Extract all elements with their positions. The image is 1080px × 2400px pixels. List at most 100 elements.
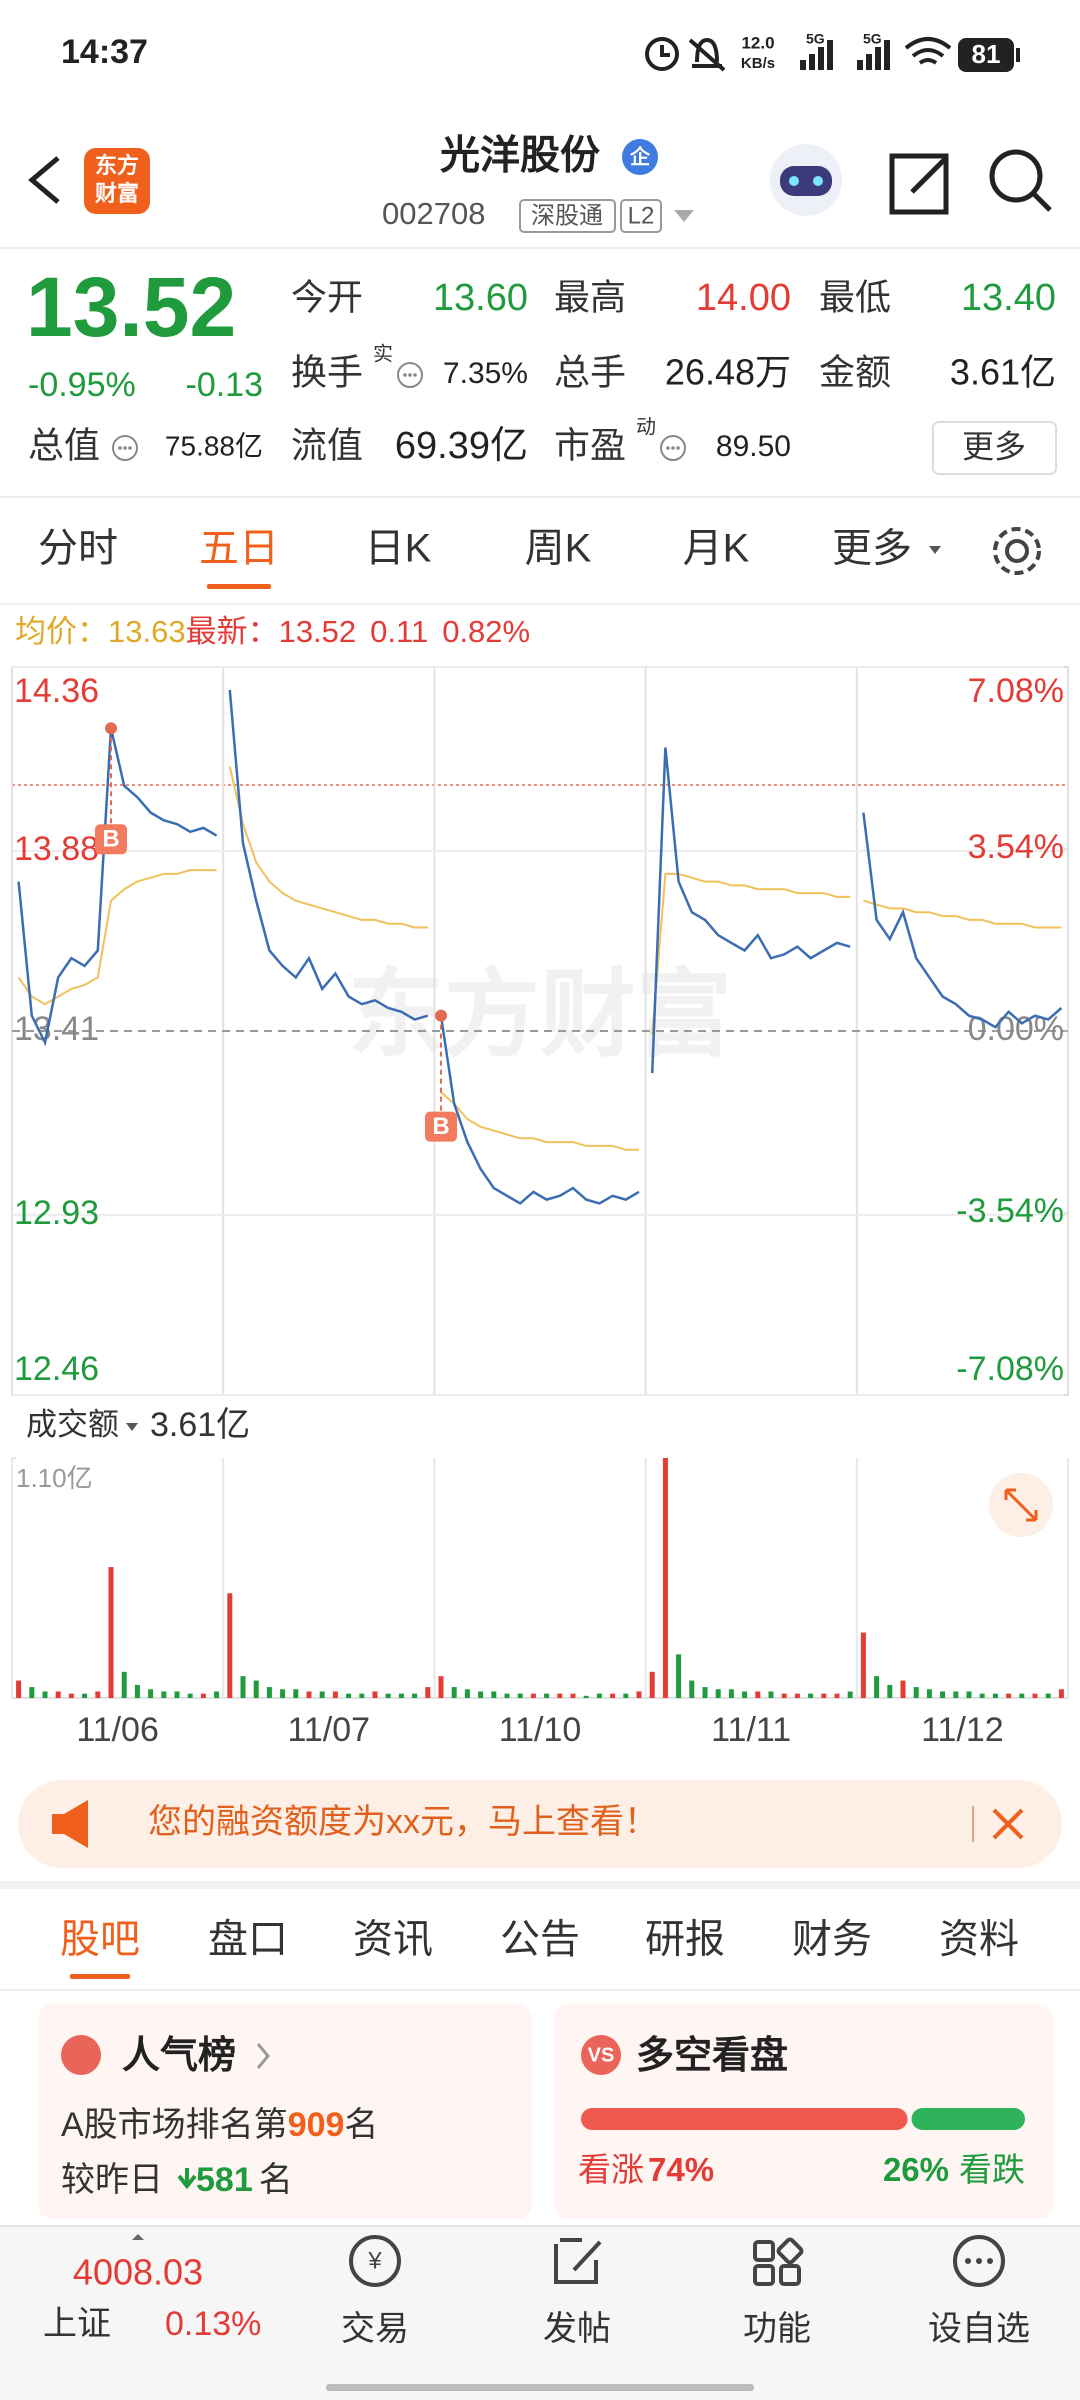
buy-marker-box: [425, 1111, 457, 1142]
volume-bar: [95, 1691, 101, 1698]
y2-tick-label: 0.00%: [968, 1010, 1064, 1048]
x-tick-label: 11/12: [921, 1711, 1004, 1749]
more-button[interactable]: [932, 421, 1057, 475]
nav-item[interactable]: 设自选: [928, 2310, 1030, 2348]
info-dot: [403, 373, 407, 377]
volume-bar: [42, 1691, 48, 1698]
section-tab[interactable]: 股吧: [60, 1918, 140, 1962]
tab-dropdown: [929, 546, 941, 554]
volume-bar: [266, 1687, 272, 1698]
volume-bar: [794, 1693, 800, 1698]
rank-prefix: A股市场排名第: [61, 2106, 288, 2144]
card-title: 人气榜: [122, 2035, 236, 2077]
price-line: [17, 728, 218, 1047]
volume-bar: [121, 1671, 127, 1698]
avg-line: [440, 1091, 639, 1151]
price-line: [862, 812, 1063, 1029]
nav-item[interactable]: 发帖: [543, 2310, 611, 2348]
info-icon: [112, 435, 138, 461]
info-icon: [397, 362, 423, 388]
rank: 909: [288, 2106, 345, 2144]
section-tab[interactable]: 盘口: [208, 1918, 288, 1962]
sentiment-icon: [581, 2035, 621, 2075]
change-pct: -0.95%: [28, 366, 136, 404]
volume-bar: [134, 1684, 140, 1698]
search-icon[interactable]: [989, 149, 1052, 212]
index-toggle[interactable]: [132, 2234, 144, 2240]
tab[interactable]: 日K: [365, 527, 432, 571]
volume-bar: [887, 1684, 893, 1698]
close-button[interactable]: [992, 1808, 1024, 1840]
volume-bar: [227, 1593, 233, 1698]
volume-bar: [319, 1691, 325, 1698]
back-button[interactable]: [28, 156, 60, 204]
volume-bar: [174, 1691, 180, 1698]
volume-bar: [385, 1693, 391, 1698]
dropdown-arrow[interactable]: [674, 210, 694, 222]
status-icons: [645, 37, 1020, 72]
tab[interactable]: 更多: [832, 527, 912, 571]
volume-bar: [544, 1693, 550, 1698]
tag: 深股通: [531, 202, 603, 229]
nav-item[interactable]: 功能: [743, 2310, 811, 2348]
settings-icon[interactable]: [993, 527, 1041, 575]
stat-value: 26.48万: [665, 352, 791, 393]
volume-bar: [280, 1689, 286, 1698]
volume-bar: [636, 1691, 642, 1698]
buy-marker-box: [95, 824, 127, 855]
popularity-icon: [61, 2035, 101, 2075]
rank-suffix: 名: [344, 2106, 378, 2144]
section-tab[interactable]: 资讯: [353, 1918, 433, 1962]
tab[interactable]: 周K: [525, 527, 592, 571]
section-tab[interactable]: 公告: [500, 1918, 580, 1962]
volume-bar: [517, 1693, 523, 1698]
tab[interactable]: 月K: [683, 527, 750, 571]
volume-bar: [742, 1691, 748, 1698]
volume-bar: [464, 1689, 470, 1698]
home-indicator: [326, 2384, 754, 2391]
stat-label: 最低: [819, 277, 891, 318]
bear-bar: [911, 2108, 1025, 2130]
legend-change: 0.11: [370, 614, 428, 649]
x-tick-label: 11/07: [288, 1711, 371, 1749]
volume-bar: [108, 1567, 114, 1698]
net-unit: KB/s: [741, 55, 775, 72]
volume-bar: [649, 1671, 655, 1698]
volume-bar: [689, 1680, 695, 1698]
share-icon[interactable]: [889, 153, 949, 215]
app-logo[interactable]: [84, 148, 150, 214]
stat-sup: 动: [636, 415, 656, 438]
volume-bar: [359, 1693, 365, 1698]
popularity-card[interactable]: [38, 2004, 532, 2219]
info-dot: [676, 446, 680, 450]
bull-bar: [581, 2108, 908, 2130]
expand-button[interactable]: [989, 1473, 1053, 1537]
logo-text: 财富: [95, 181, 139, 206]
info-dot: [413, 373, 417, 377]
tab[interactable]: 五日: [199, 527, 279, 571]
avg-line: [863, 899, 1062, 929]
volume-tick-label: 1.10亿: [16, 1463, 93, 1493]
robot-icon[interactable]: [770, 144, 842, 216]
tab[interactable]: 分时: [38, 527, 118, 571]
section-tab[interactable]: 研报: [645, 1918, 725, 1962]
buy-marker-dot: [435, 1009, 447, 1022]
volume-bar: [874, 1676, 880, 1698]
bear-line: 26% 看跌: [883, 2151, 1025, 2188]
avg-line: [651, 872, 851, 1035]
y-tick-label: 14.36: [14, 672, 99, 710]
section-tab[interactable]: 资料: [939, 1918, 1019, 1962]
chart-legend: 均价：13.63最新：13.52 0.11 0.82%: [15, 614, 530, 649]
stat-value: 14.00: [696, 277, 791, 319]
banner[interactable]: [18, 1780, 1062, 1868]
section-tab[interactable]: 财务: [792, 1918, 872, 1962]
y2-tick-label: 7.08%: [968, 672, 1064, 710]
volume-bar: [847, 1691, 853, 1698]
nav-item[interactable]: 交易: [341, 2310, 409, 2348]
volume-bar: [451, 1687, 457, 1698]
y-tick-label: 13.88: [14, 830, 99, 868]
volume-bar: [926, 1689, 932, 1698]
stat-value: 89.50: [716, 430, 791, 463]
volume-bar: [715, 1689, 721, 1698]
